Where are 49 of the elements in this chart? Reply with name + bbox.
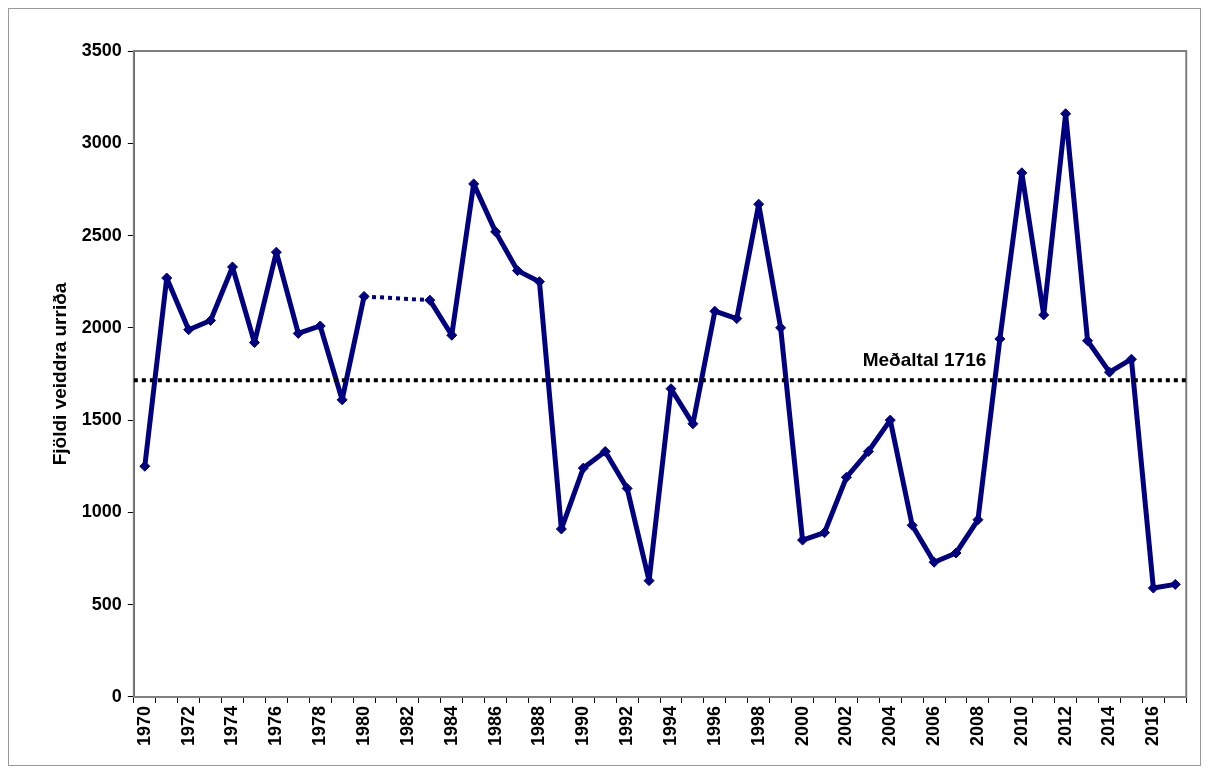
x-tick-label: 1980: [353, 705, 374, 746]
x-tick-label: 2006: [923, 705, 944, 746]
x-tick-label: 2002: [835, 705, 856, 746]
x-tick-label: 1988: [528, 705, 549, 746]
point: [840, 471, 852, 483]
y-tick-label: 500: [91, 593, 122, 614]
point: [862, 445, 874, 457]
point: [577, 462, 589, 474]
x-tick-label: 1996: [703, 705, 724, 746]
point: [599, 445, 611, 457]
x-tick-label: 2012: [1054, 705, 1075, 746]
x-tick-label: 1986: [484, 705, 505, 746]
y-tick-label: 2500: [81, 224, 122, 245]
x-tick-label: 2014: [1098, 705, 1119, 746]
x-tick-label: 2008: [966, 705, 987, 746]
ref-line-label: Meðaltal 1716: [862, 348, 987, 370]
point: [950, 547, 962, 559]
x-tick-label: 1994: [659, 705, 680, 746]
x-tick-label: 1998: [747, 705, 768, 746]
point: [731, 313, 743, 325]
y-tick-label: 3500: [81, 39, 122, 60]
x-tick-label: 1978: [309, 705, 330, 746]
point: [183, 324, 195, 336]
y-tick-label: 1500: [81, 409, 122, 430]
y-tick-label: 1000: [81, 501, 122, 522]
point: [1104, 366, 1115, 378]
y-tick-label: 2000: [81, 316, 122, 337]
y-tick-label: 3000: [81, 132, 122, 153]
x-tick-label: 2016: [1142, 705, 1163, 746]
point: [424, 294, 436, 306]
point: [512, 265, 524, 277]
point: [490, 226, 502, 238]
point: [709, 305, 721, 317]
x-tick-label: 2004: [879, 705, 900, 746]
x-tick-label: 1992: [616, 705, 637, 746]
y-axis-title: Fjöldi veiddra urriða: [48, 282, 70, 466]
x-tick-label: 1976: [265, 705, 286, 746]
point: [621, 482, 633, 494]
x-tick-label: 1990: [572, 705, 593, 746]
x-tick-label: 1974: [221, 705, 242, 746]
x-tick-label: 1982: [396, 705, 417, 746]
x-tick-label: 2010: [1010, 705, 1031, 746]
x-tick-label: 1984: [440, 705, 461, 746]
y-tick-label: 0: [111, 685, 122, 706]
point: [928, 556, 940, 568]
x-tick-label: 1970: [133, 705, 154, 746]
x-tick-label: 1972: [177, 705, 198, 746]
x-tick-label: 2000: [791, 705, 812, 746]
point: [358, 290, 370, 302]
